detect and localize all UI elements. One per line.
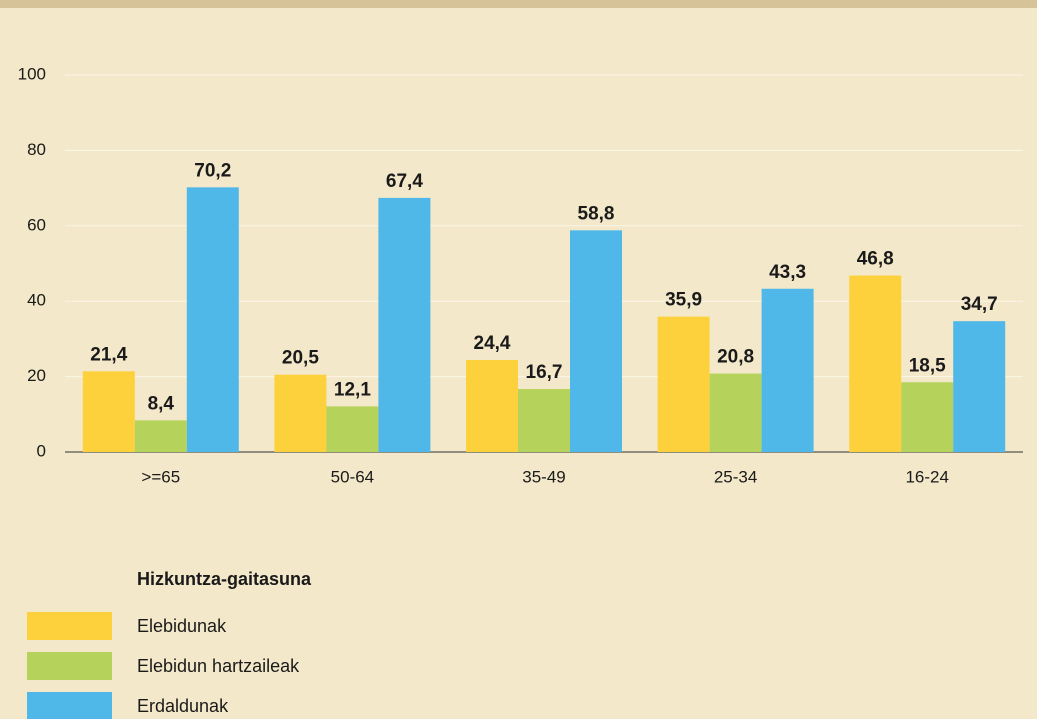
bar xyxy=(849,275,902,452)
bar xyxy=(326,406,379,452)
legend-label: Erdaldunak xyxy=(137,696,229,716)
value-label: 21,4 xyxy=(90,344,127,365)
bar xyxy=(657,316,710,452)
value-label: 58,8 xyxy=(578,203,615,224)
bar xyxy=(901,382,954,452)
bar xyxy=(761,288,814,452)
x-tick-label: 25-34 xyxy=(714,467,757,486)
value-label: 8,4 xyxy=(148,393,175,414)
y-tick-label: 100 xyxy=(18,64,46,83)
bar xyxy=(378,197,431,452)
bar xyxy=(274,374,327,452)
x-tick-label: 50-64 xyxy=(331,467,374,486)
bar xyxy=(953,321,1006,452)
y-tick-label: 20 xyxy=(27,366,46,385)
bar xyxy=(466,360,518,452)
top-band xyxy=(0,0,1037,8)
legend-title: Hizkuntza-gaitasuna xyxy=(137,569,312,589)
value-label: 24,4 xyxy=(474,333,511,354)
legend-swatch xyxy=(27,692,112,719)
y-tick-label: 0 xyxy=(37,441,46,460)
value-label: 20,8 xyxy=(717,347,754,368)
value-label: 12,1 xyxy=(334,379,371,400)
bar xyxy=(709,373,762,452)
y-tick-label: 40 xyxy=(27,291,46,310)
bar xyxy=(518,389,570,452)
x-tick-label: 35-49 xyxy=(522,467,565,486)
legend-swatch xyxy=(27,652,112,680)
x-tick-label: >=65 xyxy=(141,467,180,486)
bar xyxy=(82,371,135,452)
value-label: 34,7 xyxy=(961,294,998,315)
bar xyxy=(570,230,622,452)
value-label: 35,9 xyxy=(665,290,702,311)
x-tick-label: 16-24 xyxy=(905,467,948,486)
legend-label: Elebidun hartzaileak xyxy=(137,656,300,676)
value-label: 46,8 xyxy=(857,249,894,270)
y-tick-label: 60 xyxy=(27,215,46,234)
bar xyxy=(134,420,187,452)
bar xyxy=(186,187,239,452)
value-label: 20,5 xyxy=(282,348,319,369)
y-tick-label: 80 xyxy=(27,140,46,159)
legend-label: Elebidunak xyxy=(137,616,227,636)
value-label: 43,3 xyxy=(769,262,806,283)
value-label: 18,5 xyxy=(909,355,946,376)
value-label: 70,2 xyxy=(194,160,231,181)
value-label: 16,7 xyxy=(526,362,563,383)
value-label: 67,4 xyxy=(386,171,423,192)
legend-swatch xyxy=(27,612,112,640)
